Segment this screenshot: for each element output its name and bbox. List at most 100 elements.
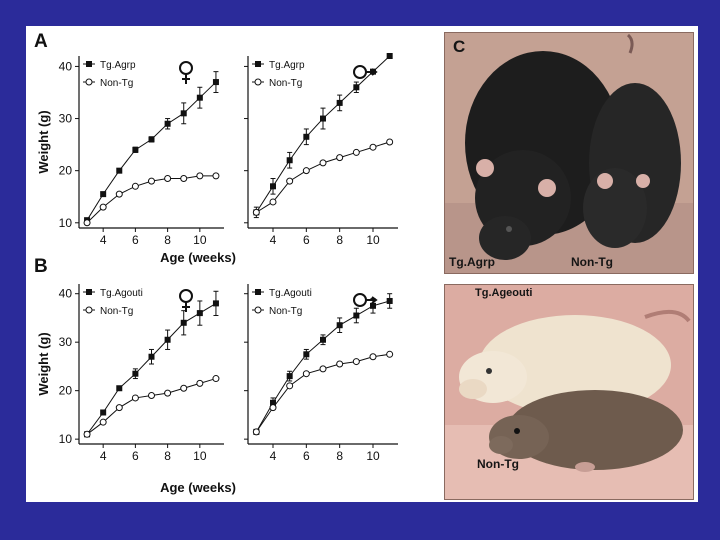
x-axis-label: Age (weeks): [160, 480, 236, 495]
data-point: [115, 404, 123, 412]
legend-label: Tg.Agrp: [100, 60, 136, 71]
data-point: [99, 418, 107, 426]
data-point: [352, 148, 360, 156]
x-tick-label: 8: [336, 233, 343, 247]
data-point: [270, 399, 276, 406]
y-tick-label: 40: [59, 59, 73, 73]
legend-marker: [254, 306, 262, 314]
data-point: [270, 183, 276, 190]
y-tick-label: 30: [59, 112, 73, 126]
data-point: [352, 358, 360, 366]
legend-marker: [86, 61, 92, 67]
data-point: [131, 394, 139, 402]
agouti-mice-photo: [445, 285, 693, 499]
data-point: [286, 157, 293, 164]
data-point: [100, 191, 107, 198]
legend-marker: [86, 289, 92, 295]
data-point: [180, 384, 188, 392]
data-point: [132, 146, 139, 153]
data-point: [196, 94, 203, 101]
x-tick-label: 8: [336, 449, 343, 463]
legend-label: Tg.Agouti: [269, 288, 312, 299]
data-point: [148, 353, 155, 360]
series-line-0: [86, 302, 217, 435]
chart-2: 10 20 30 40 4 6 8 10 Weight (g) Tg.Agouti Non-Tg: [36, 284, 224, 463]
data-point: [336, 99, 343, 106]
data-point: [336, 360, 344, 368]
chart-3: 4 6 8 10 Age (weeks) Tg.Agouti Non-Tg: [160, 284, 398, 495]
legend-marker: [254, 78, 262, 86]
photo-panel-d: Tg.Ageouti Non-Tg: [444, 284, 694, 500]
legend-label: Non-Tg: [269, 78, 302, 89]
data-point: [196, 379, 204, 387]
photo-label-non-tg-top: Non-Tg: [571, 255, 613, 269]
data-point: [369, 353, 377, 361]
data-point: [180, 319, 187, 326]
data-point: [116, 385, 123, 392]
y-tick-label: 10: [59, 216, 73, 230]
data-point: [100, 409, 107, 416]
data-point: [319, 159, 327, 167]
data-point: [303, 133, 310, 140]
photo-panel-c-letter: C: [453, 37, 466, 56]
data-point: [164, 336, 171, 343]
data-point: [269, 198, 277, 206]
x-axis-label: Age (weeks): [160, 250, 236, 265]
x-tick-label: 4: [100, 449, 107, 463]
data-point: [336, 322, 343, 329]
black-mice-photo: [445, 33, 693, 273]
data-point: [83, 219, 91, 227]
data-point: [302, 167, 310, 175]
photo-label-non-tg-bottom: Non-Tg: [477, 457, 519, 471]
y-tick-label: 10: [59, 432, 73, 446]
data-point: [180, 110, 187, 117]
data-point: [252, 208, 260, 216]
data-point: [212, 172, 220, 180]
data-point: [286, 382, 294, 390]
data-point: [83, 430, 91, 438]
data-point: [180, 174, 188, 182]
y-axis-label: Weight (g): [36, 110, 51, 173]
legend-marker: [255, 61, 261, 67]
data-point: [353, 312, 360, 319]
data-point: [386, 297, 393, 304]
x-tick-label: 4: [270, 233, 277, 247]
data-point: [386, 53, 393, 59]
data-point: [131, 182, 139, 190]
x-tick-label: 10: [193, 449, 207, 463]
chart-1: 4 6 8 10 Age (weeks) Tg.Agrp Non-Tg: [160, 53, 398, 265]
panel-a-letter: A: [34, 31, 48, 52]
data-point: [252, 428, 260, 436]
y-tick-label: 30: [59, 335, 73, 349]
data-point: [302, 370, 310, 378]
chart-0: 10 20 30 40 4 6 8 10 Weight (g) Tg.Agrp Non-Tg: [36, 56, 224, 247]
legend-label: Tg.Agrp: [269, 60, 305, 71]
data-point: [115, 190, 123, 198]
legend-marker: [255, 289, 261, 295]
x-tick-label: 4: [100, 233, 107, 247]
data-point: [196, 310, 203, 317]
y-axis-label: Weight (g): [36, 332, 51, 395]
data-point: [164, 389, 172, 397]
growth-curve-charts: A B 10 20 30 40 4 6 8 10 Weight (g) Tg.Agrp Non-Tg…: [34, 31, 398, 495]
y-tick-label: 20: [59, 164, 73, 178]
legend-marker: [85, 306, 93, 314]
data-point: [148, 177, 155, 185]
panel-b-letter: B: [34, 256, 48, 277]
photo-label-tg-agrp: Tg.Agrp: [449, 255, 495, 269]
data-point: [212, 79, 219, 86]
legend-label: Non-Tg: [269, 306, 302, 317]
data-point: [212, 375, 220, 383]
x-tick-label: 8: [164, 449, 171, 463]
data-point: [286, 177, 294, 185]
data-point: [319, 365, 327, 373]
series-line-1: [86, 378, 217, 435]
y-tick-label: 20: [59, 384, 73, 398]
figure-panel: A B 10 20 30 40 4 6 8 10 Weight (g) Tg.Agrp Non-Tg…: [26, 26, 698, 502]
y-tick-label: 40: [59, 287, 73, 301]
legend-label: Non-Tg: [100, 306, 133, 317]
legend-label: Tg.Agouti: [100, 288, 143, 299]
x-tick-label: 10: [366, 449, 380, 463]
data-point: [320, 336, 326, 343]
x-tick-label: 10: [193, 233, 207, 247]
